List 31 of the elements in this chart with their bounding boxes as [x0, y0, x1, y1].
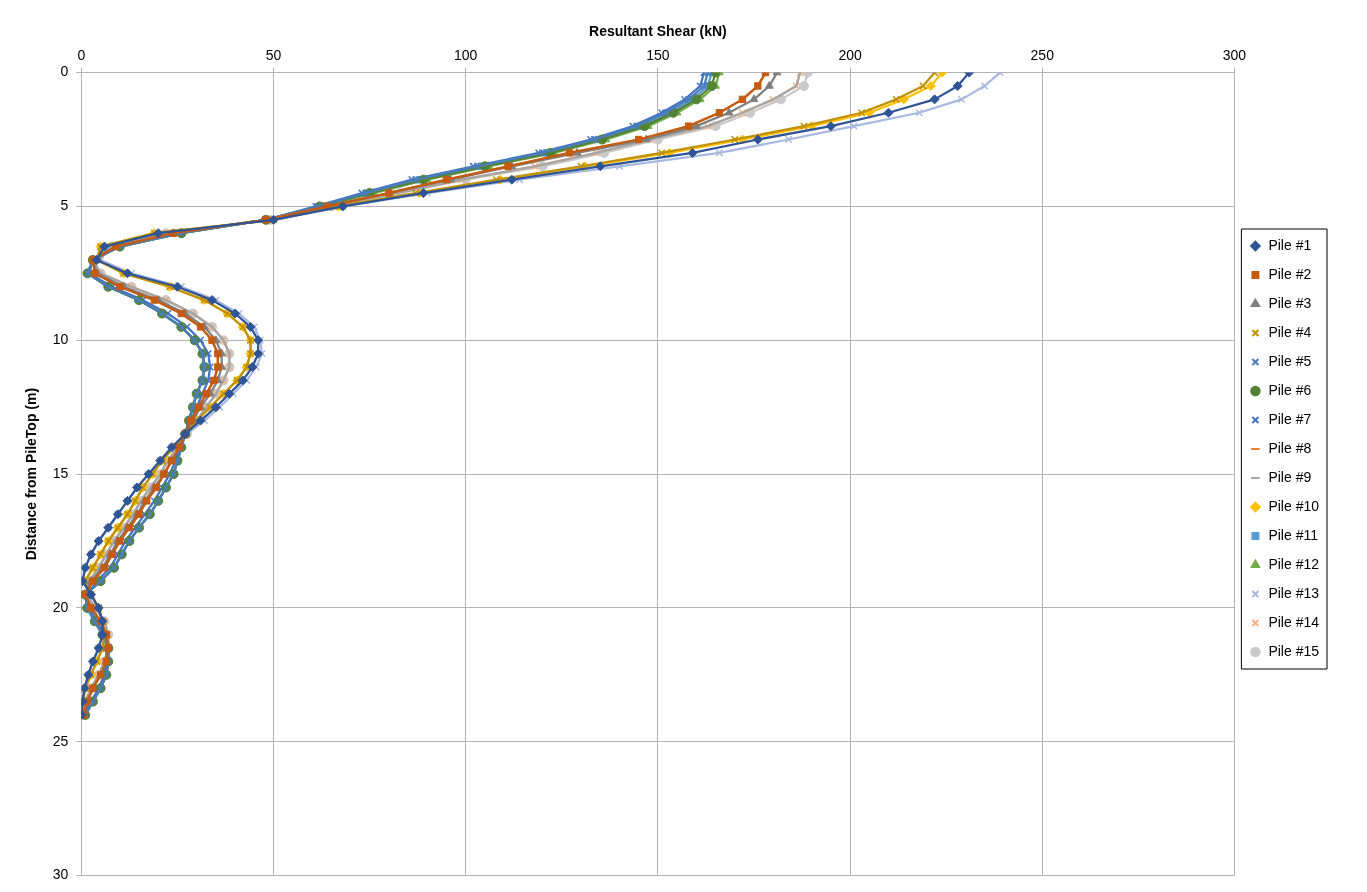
y-tick-label: 15	[52, 464, 69, 481]
x-tick-label: 300	[1222, 47, 1247, 64]
x-tick-label: 100	[454, 47, 478, 64]
x-tick-label: 0	[77, 47, 86, 64]
legend-label: Pile #15	[1268, 642, 1320, 659]
y-axis-title: Distance from PileTop (m)	[23, 387, 40, 561]
legend-label: Pile #3	[1268, 294, 1312, 311]
legend-label: Pile #1	[1268, 236, 1312, 253]
legend-label: Pile #2	[1268, 265, 1312, 282]
legend-label: Pile #6	[1268, 381, 1312, 398]
y-tick-label: 10	[52, 331, 69, 348]
legend-label: Pile #10	[1268, 497, 1320, 514]
legend-label: Pile #5	[1268, 352, 1312, 369]
legend-label: Pile #8	[1268, 439, 1312, 456]
legend-label: Pile #4	[1268, 323, 1312, 340]
x-axis-title: Resultant Shear (kN)	[589, 23, 727, 40]
y-tick-label: 30	[52, 866, 69, 883]
legend-label: Pile #9	[1268, 468, 1312, 485]
y-tick-label: 5	[60, 197, 69, 214]
legend-label: Pile #7	[1268, 410, 1312, 427]
legend-label: Pile #14	[1268, 613, 1320, 630]
x-tick-label: 50	[265, 47, 282, 64]
y-tick-label: 20	[52, 598, 69, 615]
legend-label: Pile #13	[1268, 584, 1320, 601]
legend-label: Pile #11	[1268, 526, 1319, 543]
x-tick-label: 250	[1030, 47, 1055, 64]
x-tick-label: 200	[838, 47, 862, 64]
x-tick-label: 150	[646, 47, 670, 64]
legend-label: Pile #12	[1268, 555, 1320, 572]
y-tick-label: 25	[52, 732, 69, 749]
y-tick-label: 0	[60, 63, 69, 80]
